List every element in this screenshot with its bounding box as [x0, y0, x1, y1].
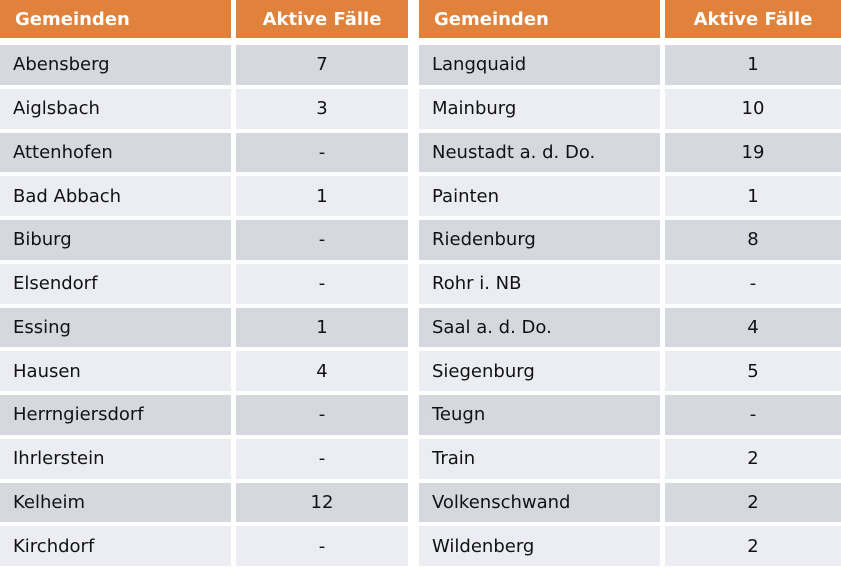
gemeinde-name-cell: Teugn	[419, 395, 660, 435]
aktive-faelle-value-cell: -	[236, 395, 408, 435]
gemeinde-name-cell: Aiglsbach	[0, 88, 231, 129]
table-row: Kelheim 12	[0, 482, 408, 523]
aktive-faelle-value-cell: 1	[236, 176, 408, 216]
table-row: Abensberg 7	[0, 45, 408, 85]
gemeinde-name-cell: Mainburg	[419, 88, 660, 129]
aktive-faelle-value-cell: 4	[236, 351, 408, 391]
aktive-faelle-value-cell: 1	[665, 176, 841, 216]
table-row: Painten 1	[419, 176, 841, 216]
aktive-faelle-value-cell: 7	[236, 45, 408, 85]
table-header-row-right: Gemeinden Aktive Fälle	[419, 0, 841, 38]
gemeinde-name-cell: Kirchdorf	[0, 526, 231, 566]
table-row: Aiglsbach 3	[0, 88, 408, 129]
gemeinde-name-cell: Langquaid	[419, 45, 660, 85]
aktive-faelle-value-cell: -	[665, 263, 841, 304]
table-header-row-left: Gemeinden Aktive Fälle	[0, 0, 408, 38]
table-row: Elsendorf -	[0, 263, 408, 304]
table-row: Kirchdorf -	[0, 526, 408, 566]
aktive-faelle-value-cell: -	[236, 526, 408, 566]
gemeinde-name-cell: Siegenburg	[419, 351, 660, 391]
gemeinde-name-cell: Ihrlerstein	[0, 438, 231, 479]
table-row: Siegenburg 5	[419, 351, 841, 391]
table-row: Hausen 4	[0, 351, 408, 391]
gemeinde-name-cell: Elsendorf	[0, 263, 231, 304]
aktive-faelle-value-cell: 2	[665, 482, 841, 523]
table-row: Herrngiersdorf -	[0, 395, 408, 435]
gemeinde-name-cell: Saal a. d. Do.	[419, 307, 660, 348]
aktive-faelle-value-cell: -	[236, 438, 408, 479]
table-row: Attenhofen -	[0, 132, 408, 173]
table-row: Wildenberg 2	[419, 526, 841, 566]
aktive-faelle-value-cell: 1	[665, 45, 841, 85]
gemeinde-name-cell: Riedenburg	[419, 220, 660, 260]
column-header-aktive-faelle: Aktive Fälle	[665, 0, 841, 38]
table-body-left: Abensberg 7 Aiglsbach 3 Attenhofen - Bad…	[0, 45, 408, 568]
table-row: Saal a. d. Do. 4	[419, 307, 841, 348]
aktive-faelle-value-cell: 2	[665, 526, 841, 566]
gemeinde-name-cell: Attenhofen	[0, 132, 231, 173]
gemeinde-name-cell: Wildenberg	[419, 526, 660, 566]
column-header-gemeinden: Gemeinden	[419, 0, 660, 38]
aktive-faelle-value-cell: 10	[665, 88, 841, 129]
gemeinde-name-cell: Kelheim	[0, 482, 231, 523]
gemeinde-name-cell: Bad Abbach	[0, 176, 231, 216]
aktive-faelle-value-cell: 8	[665, 220, 841, 260]
table-row: Langquaid 1	[419, 45, 841, 85]
table-row: Train 2	[419, 438, 841, 479]
gemeinde-name-cell: Train	[419, 438, 660, 479]
column-header-gemeinden: Gemeinden	[0, 0, 231, 38]
aktive-faelle-value-cell: -	[236, 220, 408, 260]
table-row: Biburg -	[0, 220, 408, 260]
table-row: Teugn -	[419, 395, 841, 435]
gemeinde-name-cell: Volkenschwand	[419, 482, 660, 523]
aktive-faelle-value-cell: 19	[665, 132, 841, 173]
table-row: Bad Abbach 1	[0, 176, 408, 216]
aktive-faelle-value-cell: 4	[665, 307, 841, 348]
aktive-faelle-value-cell: 5	[665, 351, 841, 391]
aktive-faelle-value-cell: 2	[665, 438, 841, 479]
table-row: Riedenburg 8	[419, 220, 841, 260]
gemeinde-name-cell: Essing	[0, 307, 231, 348]
aktive-faelle-value-cell: 3	[236, 88, 408, 129]
table-body-right: Langquaid 1 Mainburg 10 Neustadt a. d. D…	[419, 45, 841, 568]
gemeinde-name-cell: Neustadt a. d. Do.	[419, 132, 660, 173]
gemeinde-name-cell: Hausen	[0, 351, 231, 391]
aktive-faelle-value-cell: -	[665, 395, 841, 435]
gemeinde-name-cell: Painten	[419, 176, 660, 216]
table-row: Mainburg 10	[419, 88, 841, 129]
aktive-faelle-value-cell: -	[236, 263, 408, 304]
aktive-faelle-value-cell: 12	[236, 482, 408, 523]
column-header-aktive-faelle: Aktive Fälle	[236, 0, 408, 38]
gemeinde-name-cell: Rohr i. NB	[419, 263, 660, 304]
table-row: Essing 1	[0, 307, 408, 348]
aktive-faelle-value-cell: -	[236, 132, 408, 173]
table-right-half: Gemeinden Aktive Fälle Langquaid 1 Mainb…	[419, 0, 841, 568]
gemeinde-name-cell: Herrngiersdorf	[0, 395, 231, 435]
aktive-faelle-value-cell: 1	[236, 307, 408, 348]
table-row: Rohr i. NB -	[419, 263, 841, 304]
gemeinde-name-cell: Abensberg	[0, 45, 231, 85]
table-row: Volkenschwand 2	[419, 482, 841, 523]
table-row: Ihrlerstein -	[0, 438, 408, 479]
gemeinde-name-cell: Biburg	[0, 220, 231, 260]
table-row: Neustadt a. d. Do. 19	[419, 132, 841, 173]
table-left-half: Gemeinden Aktive Fälle Abensberg 7 Aigls…	[0, 0, 408, 568]
